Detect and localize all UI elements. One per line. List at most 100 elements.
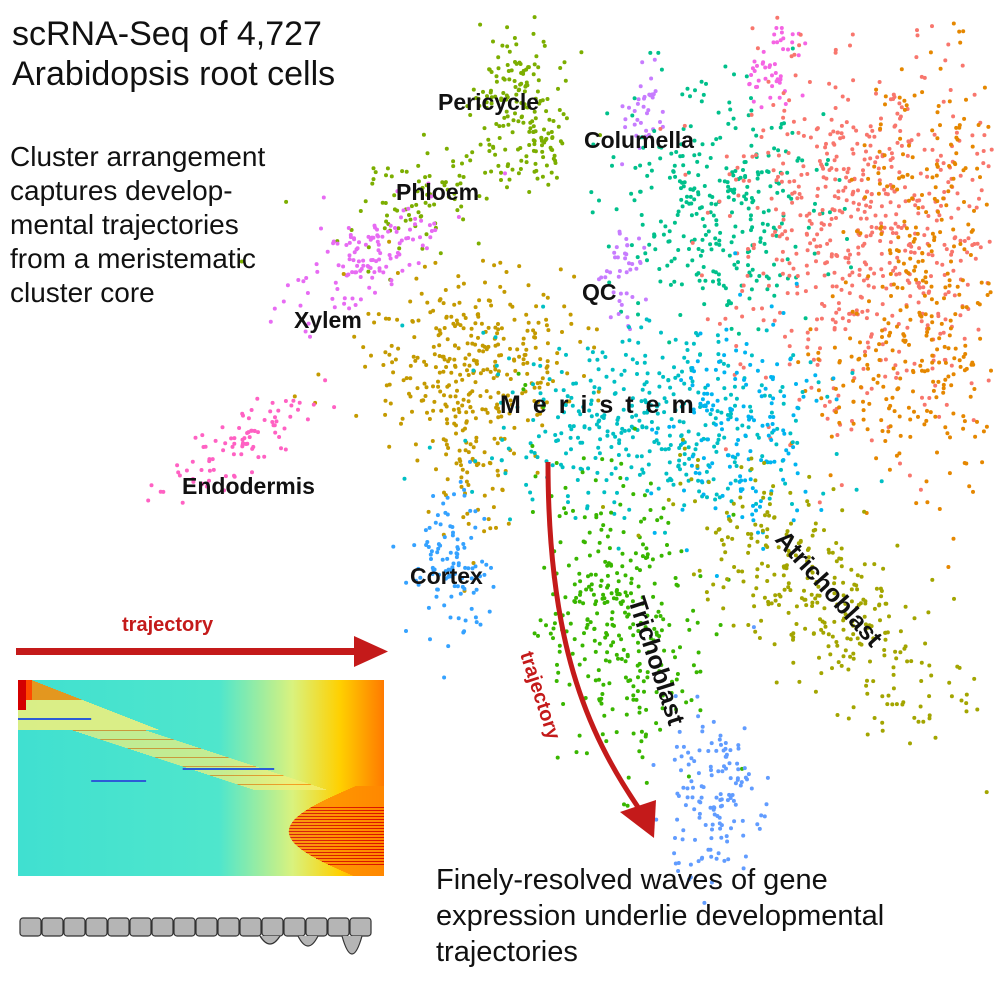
- cell-point: [654, 430, 659, 435]
- cell-point: [680, 837, 685, 842]
- cell-point: [919, 660, 924, 665]
- cell-point: [473, 459, 478, 464]
- cell-point: [804, 378, 809, 383]
- cell-point: [786, 47, 790, 52]
- cell-point: [942, 273, 947, 277]
- cell-point: [864, 216, 869, 221]
- cell-point: [905, 153, 910, 158]
- cell-point: [741, 154, 746, 159]
- cell-point: [616, 453, 621, 457]
- cell-point: [446, 194, 451, 199]
- cell-point: [934, 395, 939, 400]
- cell-point: [918, 704, 923, 709]
- cell-point: [523, 352, 528, 357]
- cell-point: [461, 326, 466, 331]
- cell-point: [604, 374, 609, 379]
- cell-point: [815, 593, 820, 598]
- cell-point: [422, 359, 427, 364]
- cell-point: [679, 754, 684, 759]
- cell-point: [663, 224, 668, 229]
- cell-point: [455, 552, 460, 557]
- cell-point: [854, 605, 859, 610]
- cell-point: [488, 298, 492, 303]
- cell-point: [912, 237, 917, 241]
- cell-point: [533, 474, 538, 479]
- cell-point: [723, 316, 728, 321]
- cell-point: [846, 716, 851, 721]
- cell-point: [616, 656, 620, 661]
- cell-point: [821, 630, 826, 635]
- cell-point: [671, 169, 676, 174]
- cell-point: [690, 258, 695, 263]
- cell-point: [832, 575, 837, 580]
- cell-point: [791, 660, 796, 665]
- cell-point: [960, 305, 965, 310]
- cell-point: [563, 511, 568, 516]
- cell-point: [760, 528, 765, 533]
- cell-point: [829, 217, 834, 221]
- heatmap-row: [319, 860, 384, 861]
- cell-point: [658, 126, 663, 131]
- cell-point: [867, 134, 872, 139]
- cell-point: [524, 80, 529, 85]
- cell-point: [741, 579, 746, 584]
- cell-point: [478, 142, 483, 147]
- cell-point: [905, 172, 910, 177]
- cell-point: [478, 22, 483, 27]
- cell-point: [865, 678, 869, 683]
- cell-point: [724, 337, 729, 342]
- cell-point: [587, 530, 592, 535]
- cell-point: [584, 625, 589, 630]
- cell-point: [425, 540, 430, 544]
- cell-point: [926, 610, 931, 615]
- cell-point: [873, 160, 878, 165]
- cell-point: [696, 714, 701, 719]
- cell-point: [473, 615, 478, 620]
- heatmap-row: [79, 732, 153, 733]
- cell-point: [223, 474, 228, 479]
- cell-point: [762, 229, 767, 234]
- heatmap-row: [291, 839, 384, 840]
- cell-point: [740, 314, 745, 319]
- cell-point: [664, 399, 669, 404]
- cell-point: [524, 482, 529, 487]
- cell-point: [849, 214, 854, 219]
- cell-point: [880, 335, 884, 339]
- cell-point: [705, 495, 709, 500]
- cell-point: [748, 217, 753, 222]
- cell-point: [752, 69, 757, 73]
- cell-point: [686, 762, 691, 767]
- cell-point: [922, 75, 927, 80]
- cell-point: [741, 404, 746, 409]
- cell-point: [478, 394, 483, 398]
- cell-point: [857, 273, 862, 278]
- cell-point: [428, 235, 433, 240]
- cell-point: [335, 241, 340, 246]
- cell-point: [453, 414, 458, 419]
- cell-point: [474, 439, 479, 444]
- cell-point: [896, 204, 901, 209]
- cell-point: [902, 98, 907, 103]
- cell-point: [816, 388, 821, 393]
- cell-point: [453, 343, 457, 348]
- cell-point: [658, 614, 663, 618]
- cell-point: [823, 403, 827, 408]
- cell-point: [568, 621, 573, 626]
- cell-point: [908, 741, 912, 746]
- cell-point: [711, 279, 715, 284]
- cell-point: [858, 340, 862, 345]
- cell-point: [884, 397, 889, 402]
- cell-point: [944, 203, 949, 208]
- cell-point: [942, 190, 947, 194]
- cell-point: [905, 278, 910, 283]
- cell-point: [728, 796, 733, 800]
- cell-point: [744, 74, 749, 79]
- cell-point: [851, 200, 856, 205]
- cell-point: [540, 149, 545, 154]
- cell-point: [452, 571, 457, 576]
- cell-point: [698, 331, 703, 336]
- cell-point: [517, 264, 522, 269]
- cell-point: [739, 201, 744, 206]
- cell-point: [907, 473, 912, 478]
- cell-point: [705, 383, 710, 388]
